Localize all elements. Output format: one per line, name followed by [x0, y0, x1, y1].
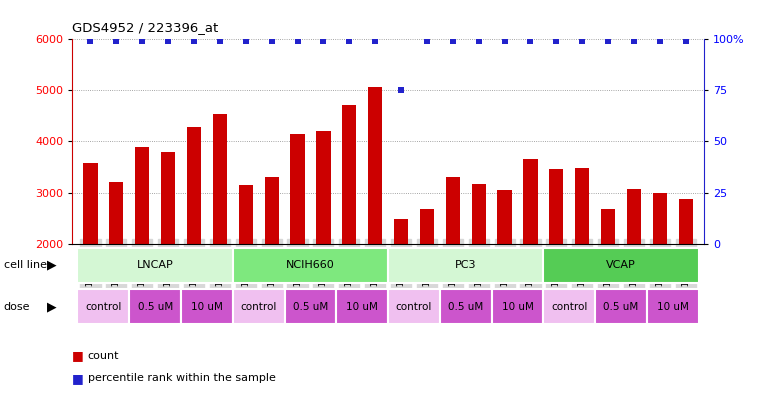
- Text: 10 uM: 10 uM: [657, 301, 689, 312]
- Bar: [181, 289, 233, 324]
- Point: [84, 38, 97, 44]
- Point: [550, 38, 562, 44]
- Bar: [239, 185, 253, 244]
- Text: control: control: [551, 301, 587, 312]
- Bar: [109, 182, 123, 244]
- Text: percentile rank within the sample: percentile rank within the sample: [88, 373, 275, 383]
- Bar: [595, 289, 647, 324]
- Bar: [213, 114, 227, 244]
- Bar: [420, 209, 434, 244]
- Bar: [368, 87, 382, 244]
- Text: control: control: [240, 301, 277, 312]
- Bar: [647, 289, 699, 324]
- Text: PC3: PC3: [455, 260, 476, 270]
- Bar: [129, 289, 181, 324]
- Point: [188, 38, 200, 44]
- Point: [628, 38, 640, 44]
- Text: control: control: [85, 301, 122, 312]
- Text: 0.5 uM: 0.5 uM: [448, 301, 483, 312]
- Bar: [233, 248, 388, 283]
- Text: GDS4952 / 223396_at: GDS4952 / 223396_at: [72, 21, 218, 34]
- Bar: [472, 184, 486, 244]
- Bar: [83, 163, 97, 244]
- Text: ■: ■: [72, 371, 84, 385]
- Bar: [161, 152, 175, 244]
- Point: [395, 87, 407, 94]
- Bar: [291, 134, 304, 244]
- Point: [343, 38, 355, 44]
- Bar: [394, 219, 408, 244]
- Point: [680, 38, 692, 44]
- Bar: [492, 289, 543, 324]
- Bar: [336, 289, 388, 324]
- Text: VCAP: VCAP: [607, 260, 636, 270]
- Bar: [78, 289, 129, 324]
- Bar: [446, 177, 460, 244]
- Text: 0.5 uM: 0.5 uM: [138, 301, 173, 312]
- Text: 10 uM: 10 uM: [191, 301, 223, 312]
- Bar: [78, 248, 233, 283]
- Text: 10 uM: 10 uM: [346, 301, 378, 312]
- Point: [654, 38, 666, 44]
- Text: LNCAP: LNCAP: [137, 260, 174, 270]
- Bar: [440, 289, 492, 324]
- Point: [214, 38, 226, 44]
- Point: [473, 38, 485, 44]
- Point: [291, 38, 304, 44]
- Bar: [135, 147, 149, 244]
- Point: [602, 38, 614, 44]
- Point: [317, 38, 330, 44]
- Point: [110, 38, 123, 44]
- Text: cell line: cell line: [4, 260, 47, 270]
- Point: [421, 38, 433, 44]
- Bar: [524, 159, 537, 244]
- Bar: [187, 127, 201, 244]
- Text: 0.5 uM: 0.5 uM: [603, 301, 638, 312]
- Text: 10 uM: 10 uM: [501, 301, 533, 312]
- Point: [162, 38, 174, 44]
- Text: 0.5 uM: 0.5 uM: [293, 301, 328, 312]
- Bar: [388, 248, 543, 283]
- Text: count: count: [88, 351, 119, 361]
- Bar: [575, 168, 589, 244]
- Bar: [653, 193, 667, 244]
- Point: [576, 38, 588, 44]
- Text: ▶: ▶: [47, 259, 56, 272]
- Point: [524, 38, 537, 44]
- Bar: [498, 190, 511, 244]
- Bar: [601, 209, 615, 244]
- Point: [447, 38, 459, 44]
- Text: control: control: [396, 301, 432, 312]
- Bar: [342, 105, 356, 244]
- Point: [498, 38, 511, 44]
- Text: NCIH660: NCIH660: [286, 260, 335, 270]
- Point: [240, 38, 252, 44]
- Bar: [543, 248, 699, 283]
- Bar: [627, 189, 642, 244]
- Text: dose: dose: [4, 301, 30, 312]
- Point: [266, 38, 278, 44]
- Bar: [285, 289, 336, 324]
- Bar: [233, 289, 285, 324]
- Bar: [388, 289, 440, 324]
- Bar: [317, 131, 330, 244]
- Bar: [679, 199, 693, 244]
- Text: ■: ■: [72, 349, 84, 362]
- Bar: [549, 169, 563, 244]
- Bar: [543, 289, 595, 324]
- Point: [136, 38, 148, 44]
- Text: ▶: ▶: [47, 300, 56, 313]
- Point: [369, 38, 381, 44]
- Bar: [265, 177, 279, 244]
